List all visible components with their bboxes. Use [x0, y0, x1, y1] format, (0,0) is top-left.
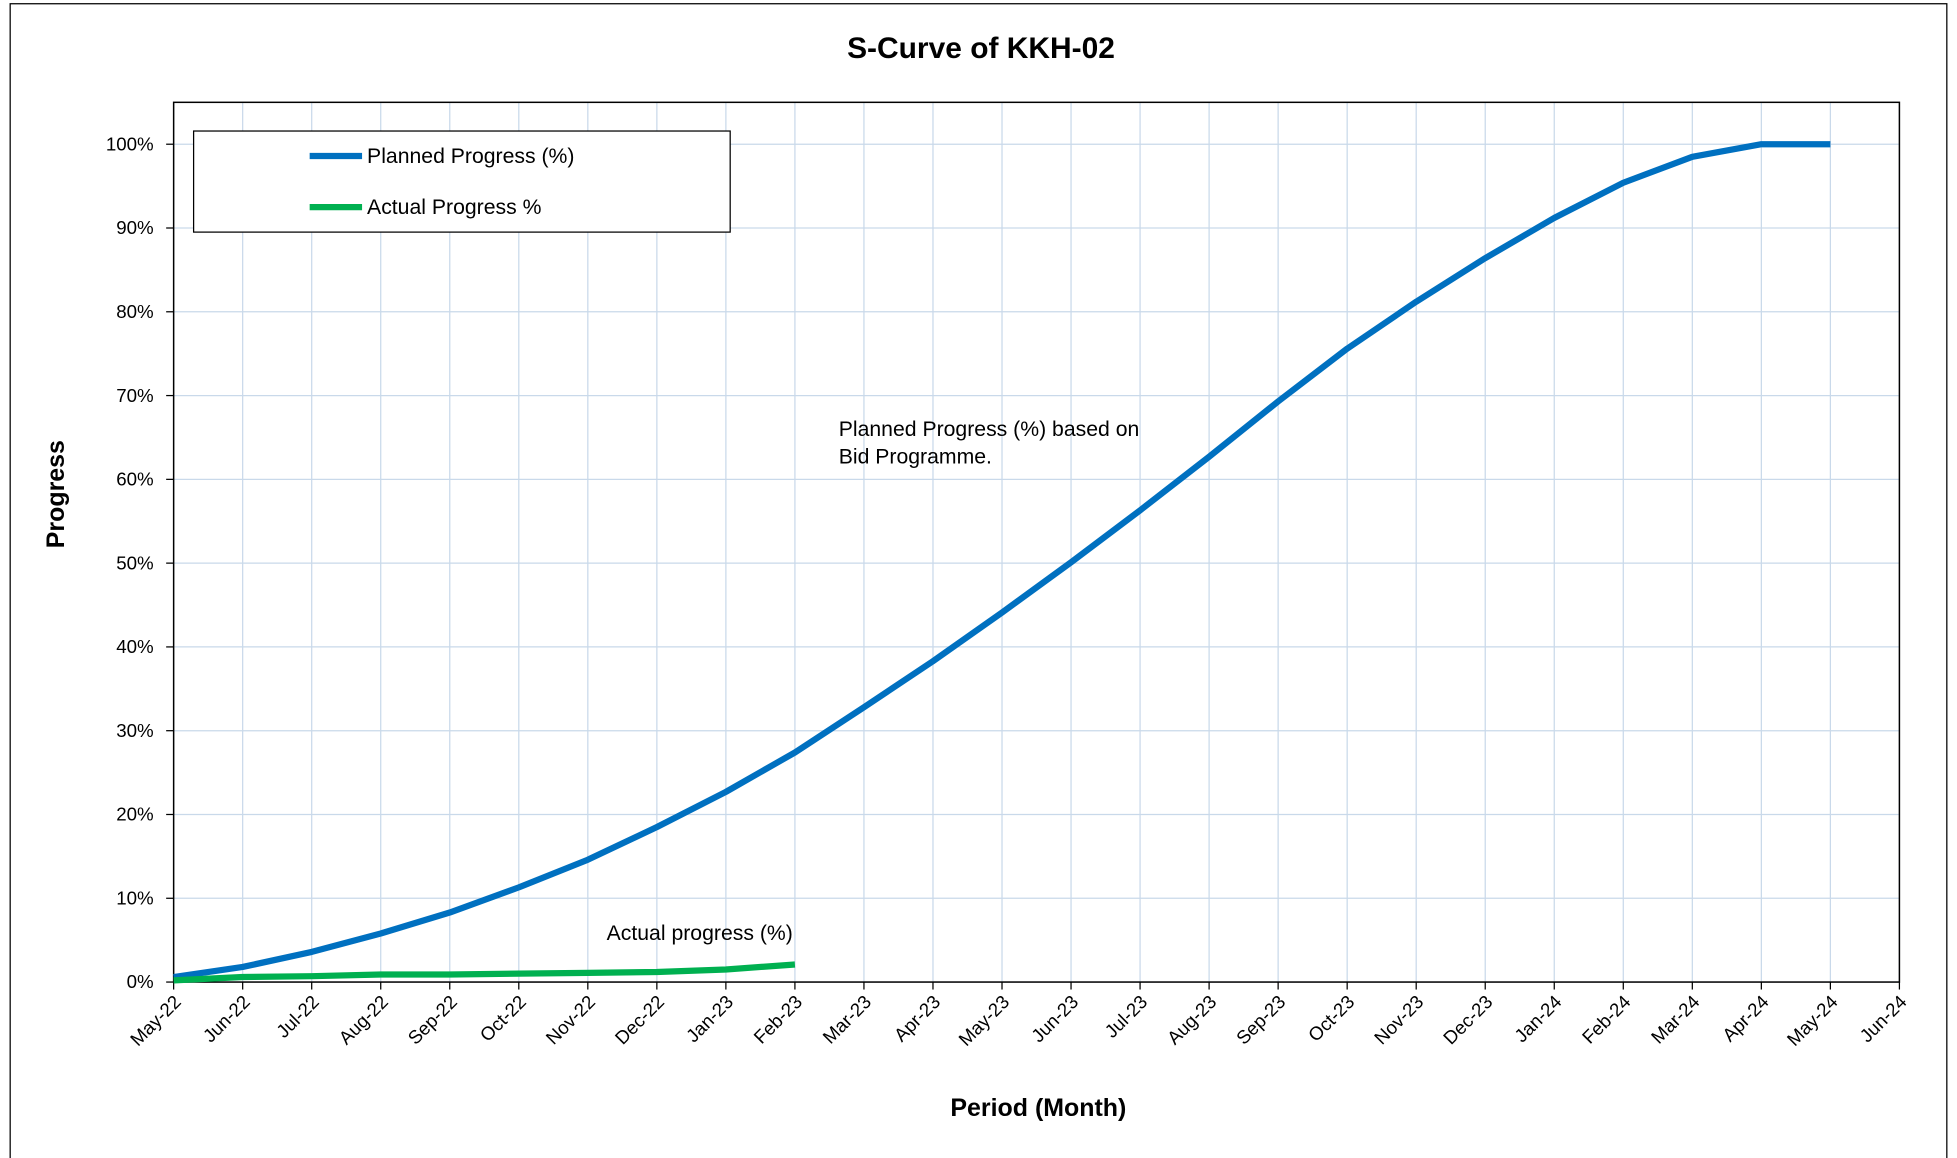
- plot-border: [172, 101, 1901, 983]
- annotation: Actual progress (%): [607, 922, 793, 945]
- y-tick-label: 0%: [127, 971, 154, 992]
- legend-label: Planned Progress (%): [367, 145, 574, 168]
- plot-area: [173, 102, 1900, 983]
- series-line: [173, 961, 796, 984]
- annotation: Planned Progress (%) based on: [839, 418, 1140, 441]
- series-line: [173, 141, 1831, 981]
- chart-title: S-Curve of KKH-02: [847, 32, 1115, 65]
- annotation: Bid Programme.: [839, 446, 992, 469]
- y-tick-label: 60%: [116, 469, 153, 490]
- legend-label: Actual Progress %: [367, 196, 542, 219]
- y-tick-label: 30%: [116, 720, 153, 741]
- y-axis-label: Progress: [42, 440, 70, 548]
- y-tick-label: 40%: [116, 636, 153, 657]
- y-tick-label: 90%: [116, 217, 153, 238]
- y-tick-label: 80%: [116, 301, 153, 322]
- legend-box: [192, 130, 731, 233]
- y-tick-label: 100%: [106, 133, 154, 154]
- y-tick-label: 10%: [116, 887, 153, 908]
- x-axis-label: Period (Month): [950, 1094, 1126, 1122]
- y-tick-label: 20%: [116, 804, 153, 825]
- y-tick-label: 70%: [116, 385, 153, 406]
- y-tick-label: 50%: [116, 552, 153, 573]
